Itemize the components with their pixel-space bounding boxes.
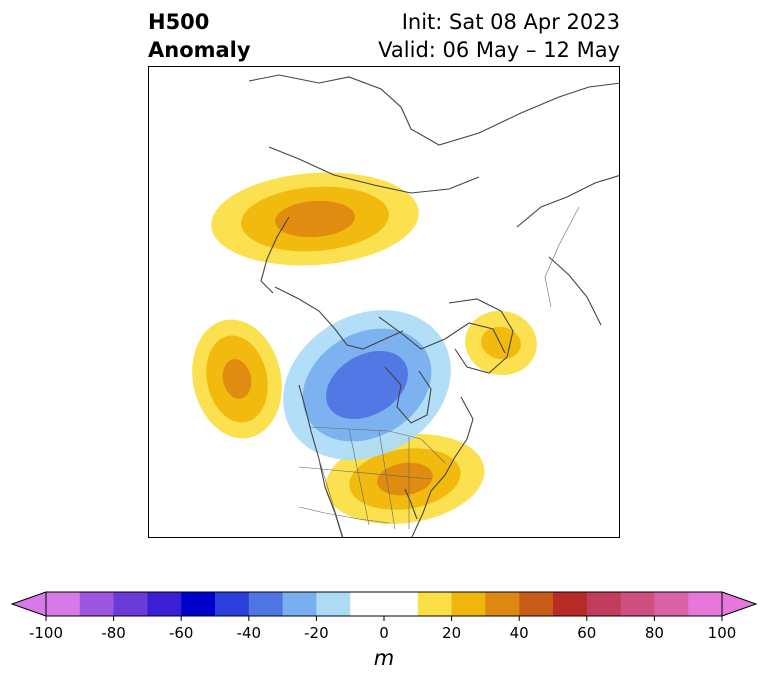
title-right: Init: Sat 08 Apr 2023 Valid: 06 May – 12… — [378, 8, 620, 64]
colorbar-extend-min — [10, 591, 47, 617]
borders — [298, 206, 580, 537]
colorbar-segment — [316, 592, 351, 616]
colorbar-segment — [417, 592, 453, 616]
coastline-arctic-canada — [378, 316, 506, 354]
coastline-europe — [516, 175, 619, 228]
colorbar-tick-label: -80 — [101, 624, 126, 642]
coastline-alaska — [274, 286, 404, 350]
coastline-asia — [248, 74, 619, 146]
colorbar-tick-label: -40 — [237, 624, 262, 642]
colorbar-segment — [350, 592, 385, 616]
colorbar-segment — [519, 592, 554, 616]
positive-anomaly-contour — [377, 462, 433, 496]
colorbar-tick-label: 0 — [379, 624, 389, 642]
colorbar-segment — [215, 592, 250, 616]
colorbar-segment — [181, 592, 216, 616]
colorbar-tick-label: 100 — [708, 624, 737, 642]
colorbar-segment — [654, 592, 689, 616]
init-date: Init: Sat 08 Apr 2023 — [401, 10, 620, 34]
colorbar-extend-max — [721, 591, 758, 617]
colorbar-tick-label: -60 — [169, 624, 194, 642]
coastline-kamchatka — [260, 216, 290, 294]
colorbar-segment — [553, 592, 588, 616]
colorbar-tick-label: 60 — [577, 624, 596, 642]
colorbar-segment — [113, 592, 148, 616]
title-variable: H500 — [148, 10, 210, 34]
map-svg — [192, 74, 619, 537]
coastline-scandinavia — [548, 256, 602, 326]
anomaly-map — [148, 66, 620, 538]
colorbar-units: m — [373, 646, 395, 670]
colorbar-segment — [451, 592, 486, 616]
valid-range: Valid: 06 May – 12 May — [378, 38, 620, 62]
colorbar-segment — [46, 592, 81, 616]
positive-anomaly-contour — [275, 200, 355, 238]
title-subtitle: Anomaly — [148, 38, 251, 62]
coastline-siberia — [268, 146, 480, 194]
border-europe-asia — [544, 206, 580, 308]
border-us-canada — [308, 426, 446, 464]
coastlines — [248, 74, 619, 537]
colorbar-segment — [688, 592, 723, 616]
colorbar-tick-label: 20 — [442, 624, 461, 642]
colorbar-segment — [586, 592, 622, 616]
coastline-greenland — [448, 298, 514, 374]
coastline-florida — [404, 488, 418, 520]
colorbar-tick-label: 80 — [645, 624, 664, 642]
positive-anomaly-contour — [222, 359, 252, 399]
state-lines — [298, 428, 432, 537]
colorbar-segment — [620, 592, 655, 616]
colorbar-tick-label: -20 — [304, 624, 329, 642]
colorbar-segment — [384, 592, 419, 616]
coastline-hudson-bay — [384, 366, 432, 424]
colorbar-segment — [248, 592, 284, 616]
colorbar-svg: -100 -80 -60 -40 -20 0 20 40 60 80 100 — [10, 591, 758, 642]
title-left: H500 Anomaly — [148, 8, 251, 64]
colorbar-segment — [147, 592, 182, 616]
positive-anomaly-contour — [481, 326, 521, 360]
anomaly-contours — [192, 172, 537, 524]
colorbar-tick-label: -100 — [29, 624, 63, 642]
negative-anomaly-contour — [326, 350, 408, 420]
colorbar: -100 -80 -60 -40 -20 0 20 40 60 80 100 — [0, 588, 768, 668]
colorbar-segment — [485, 592, 520, 616]
border-us-mexico — [298, 506, 390, 524]
coastline-east-na — [411, 396, 474, 537]
colorbar-segment — [79, 592, 115, 616]
colorbar-segment — [282, 592, 317, 616]
colorbar-tick-label: 40 — [510, 624, 529, 642]
